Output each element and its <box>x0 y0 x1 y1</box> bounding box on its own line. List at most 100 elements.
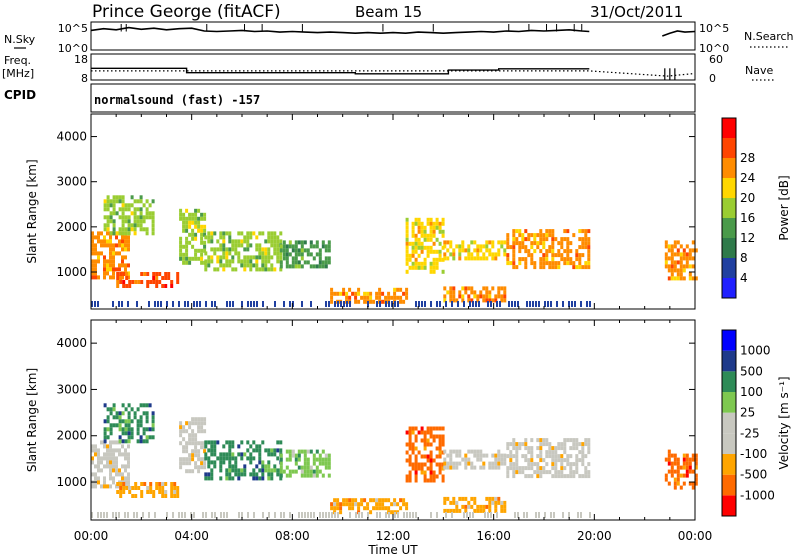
velocity-near-range-cell <box>580 512 582 518</box>
velocity-cell <box>575 442 579 447</box>
velocity-cell <box>222 456 226 461</box>
velocity-xtick-label: 00:00 <box>74 529 109 543</box>
power-cell <box>530 245 534 250</box>
power-cell <box>673 240 677 245</box>
velocity-cell <box>545 454 549 459</box>
velocity-cell <box>438 450 442 455</box>
power-cell <box>414 245 418 250</box>
velocity-cell <box>381 506 385 511</box>
power-cell <box>306 248 310 253</box>
velocity-cell <box>432 458 436 463</box>
velocity-cell <box>414 462 418 467</box>
velocity-cell <box>291 469 295 474</box>
power-cell <box>118 199 122 204</box>
power-cell <box>106 203 110 208</box>
velocity-cell <box>411 426 415 431</box>
power-near-range-cell <box>487 301 489 307</box>
power-cell <box>500 240 504 245</box>
power-cell <box>473 256 477 261</box>
power-near-range-cell <box>535 301 537 307</box>
velocity-near-range-cell <box>334 512 336 518</box>
power-cell <box>133 199 137 204</box>
power-colorbar-tick-label: 24 <box>740 171 755 185</box>
power-cell <box>512 249 516 254</box>
power-cell <box>127 223 131 228</box>
velocity-cell <box>148 427 152 432</box>
power-cell <box>152 272 156 276</box>
velocity-cell <box>210 444 214 449</box>
velocity-cell <box>414 438 418 443</box>
velocity-near-range-cell <box>577 512 579 518</box>
power-cell <box>261 259 265 264</box>
power-cell <box>127 231 131 236</box>
power-near-range-cell <box>349 301 351 307</box>
power-cell <box>455 298 459 303</box>
velocity-cell <box>106 460 109 465</box>
velocity-cell <box>363 498 367 503</box>
velocity-cell <box>279 461 283 466</box>
velocity-cell <box>197 441 201 446</box>
power-near-range-cell <box>571 301 573 307</box>
velocity-cell <box>225 476 229 481</box>
power-cell <box>691 256 695 261</box>
power-cell <box>158 280 162 284</box>
power-cell <box>182 252 186 257</box>
power-cell <box>476 256 480 261</box>
power-cell <box>685 260 689 265</box>
power-cell <box>542 265 546 270</box>
velocity-cell <box>140 490 144 494</box>
velocity-cell <box>142 427 146 432</box>
velocity-cell <box>673 481 677 486</box>
power-cell <box>225 247 229 252</box>
power-cell <box>243 259 247 264</box>
power-cell <box>551 241 555 246</box>
velocity-cell <box>536 466 540 471</box>
velocity-cell <box>417 450 421 455</box>
power-cell <box>282 248 286 253</box>
power-colorbar-label: Power [dB] <box>777 175 791 240</box>
velocity-cell <box>387 498 391 503</box>
velocity-cell <box>330 502 334 507</box>
velocity-near-range-cell <box>142 512 144 518</box>
velocity-cell <box>479 508 483 513</box>
velocity-cell <box>435 446 439 451</box>
power-cell <box>200 232 204 237</box>
velocity-near-range-cell <box>484 512 486 518</box>
velocity-cell <box>197 429 201 434</box>
freq-panel-frame <box>90 53 696 81</box>
power-cell <box>228 263 232 268</box>
velocity-cell <box>458 496 462 501</box>
velocity-cell <box>300 473 304 478</box>
velocity-cell <box>164 490 168 494</box>
power-cell <box>366 295 370 300</box>
velocity-cell <box>103 452 106 457</box>
velocity-cell <box>176 494 180 498</box>
power-cell <box>125 284 129 288</box>
velocity-cell <box>255 476 259 481</box>
velocity-cell <box>179 461 183 466</box>
power-cell <box>405 225 409 230</box>
power-panel-bg <box>91 114 695 309</box>
power-cell <box>155 276 159 280</box>
velocity-cell <box>130 431 134 436</box>
velocity-cell <box>578 442 582 447</box>
power-cell <box>127 219 131 224</box>
velocity-cell <box>149 482 153 486</box>
power-cell <box>116 280 120 284</box>
velocity-cell <box>97 480 100 485</box>
power-cell <box>276 235 280 240</box>
velocity-cell <box>539 470 543 475</box>
power-cell <box>664 240 668 245</box>
velocity-cell <box>694 477 698 482</box>
velocity-cell <box>688 457 692 462</box>
velocity-cell <box>479 457 483 462</box>
power-cell <box>569 241 573 246</box>
velocity-cell <box>267 472 271 477</box>
velocity-cell <box>252 468 256 473</box>
power-cell <box>142 215 146 220</box>
velocity-cell <box>97 448 100 453</box>
velocity-cell <box>155 486 159 490</box>
power-cell <box>267 251 271 256</box>
velocity-near-range-cell <box>214 512 216 518</box>
velocity-cell <box>500 461 504 466</box>
